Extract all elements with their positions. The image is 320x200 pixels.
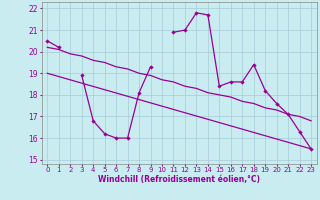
X-axis label: Windchill (Refroidissement éolien,°C): Windchill (Refroidissement éolien,°C)	[98, 175, 260, 184]
